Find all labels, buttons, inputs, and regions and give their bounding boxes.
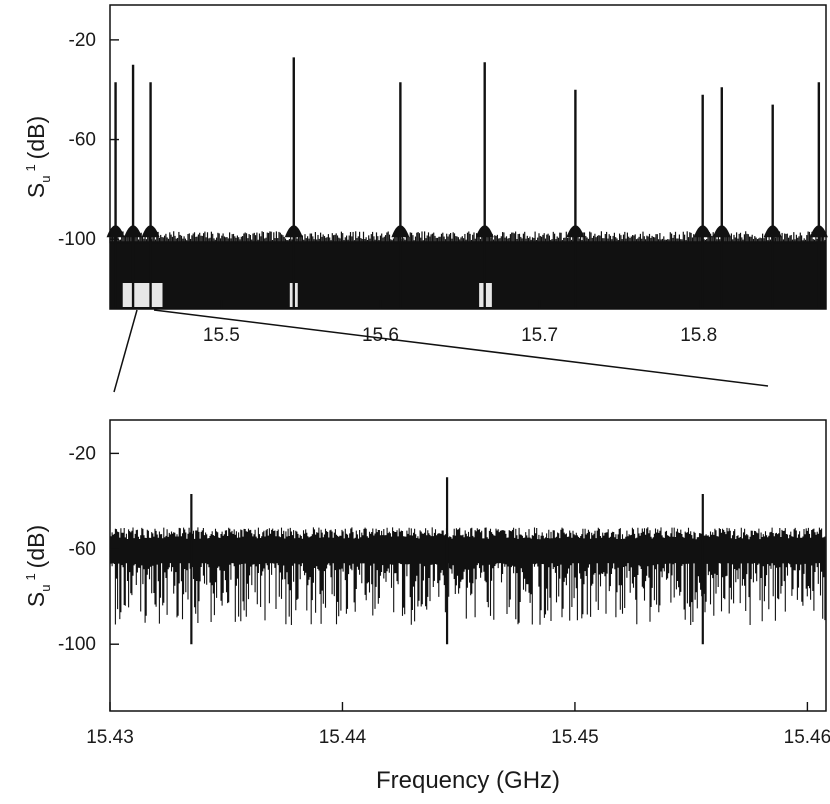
zoom-connector-right (153, 309, 769, 387)
y-tick-label: -100 (58, 229, 96, 250)
peak-shoulder (809, 225, 828, 238)
spectrum-trace (110, 527, 826, 625)
top-ylabel-unit: (dB) (23, 116, 49, 159)
bottom-x-ticks: 15.43 15.44 15.45 15.46 (86, 702, 830, 748)
peak-shoulder (763, 225, 782, 238)
top-spectrum-panel: -20 -60 -100 15.5 15.6 15.7 15.8 Su1 (dB) (23, 4, 828, 346)
x-tick-label: 15.43 (86, 727, 134, 748)
bottom-plot-frame (109, 419, 827, 712)
bottom-spectrum-panel: -20-60-100 15.43 15.44 15.45 15.46 Su1(dB) … (23, 419, 830, 794)
bottom-ylabel-sup: 1 (23, 573, 38, 580)
peak-shoulder (284, 225, 303, 238)
x-tick-label: 15.8 (680, 325, 717, 346)
peak-shoulder (566, 225, 585, 238)
zoom-connector-left (113, 309, 138, 393)
svg-text:Su1(dB): Su1 (dB) (23, 525, 53, 607)
bottom-ylabel-main: S (23, 592, 49, 607)
bottom-y-axis-label: Su1 (dB) (23, 525, 53, 607)
peak-shoulder (141, 225, 160, 238)
noise-floor-band (110, 241, 826, 309)
dip-region (122, 283, 163, 307)
x-tick-label: 15.5 (203, 325, 240, 346)
peak-shoulder (475, 225, 494, 238)
peak-shoulder (106, 225, 125, 238)
peak-shoulder (391, 225, 410, 238)
top-peak-lines (106, 57, 828, 309)
top-ylabel-sub: u (38, 176, 53, 183)
x-tick-label: 15.44 (319, 727, 367, 748)
bottom-y-ticks: -20 -60 -100 (58, 443, 119, 655)
peak-shoulder (712, 225, 731, 238)
peak-shoulder (693, 225, 712, 238)
y-tick-label: -20 (69, 30, 96, 51)
top-y-axis-label: Su1 (dB) (23, 116, 53, 198)
top-x-ticks: 15.5 15.6 15.7 15.8 (203, 300, 717, 346)
top-plot-frame (109, 4, 827, 310)
top-ylabel-main: S (23, 183, 49, 198)
x-tick-label: 15.7 (521, 325, 558, 346)
x-tick-label: 15.45 (551, 727, 599, 748)
y-tick-label: -20 (69, 443, 96, 464)
top-noise-floor (109, 231, 826, 309)
bottom-spectrum-trace (110, 527, 826, 625)
x-tick-label: 15.6 (362, 325, 399, 346)
x-tick-label: 15.46 (784, 727, 830, 748)
bottom-ylabel-unit: (dB) (23, 525, 49, 568)
peak-shoulder (124, 225, 143, 238)
bottom-x-axis-label: Frequency (GHz) (376, 767, 560, 794)
top-y-ticks: -20 -60 -100 (58, 30, 119, 250)
top-ylabel-sup: 1 (23, 164, 38, 171)
bottom-ylabel-sub: u (38, 585, 53, 592)
y-tick-label: -60 (69, 130, 96, 151)
svg-text:Su1(dB): Su1 (dB) (23, 116, 53, 198)
y-tick-label: -100 (58, 634, 96, 655)
bottom-peak-lines (190, 477, 704, 645)
y-tick-label: -60 (69, 539, 96, 560)
